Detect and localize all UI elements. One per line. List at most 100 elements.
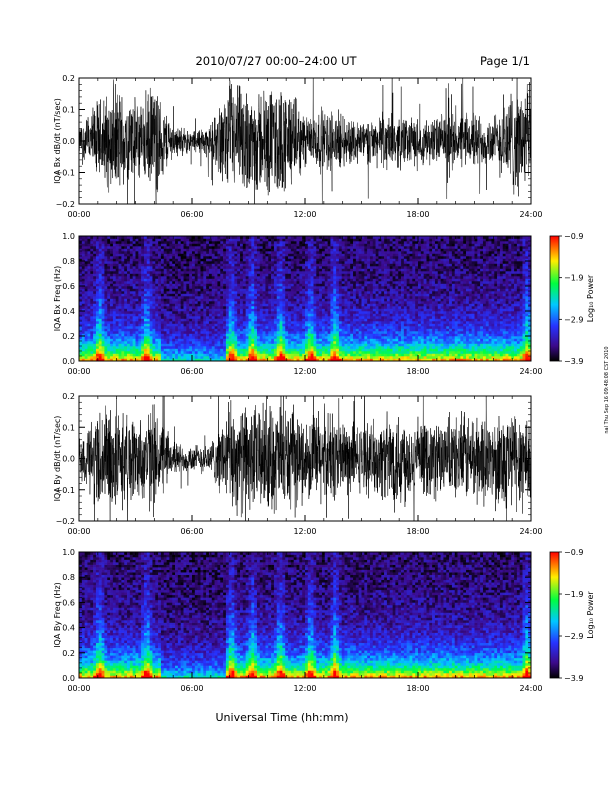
heatmap-cell — [113, 349, 116, 352]
heatmap-cell — [285, 249, 288, 252]
heatmap-cell — [189, 311, 192, 314]
heatmap-cell — [260, 269, 263, 272]
heatmap-cell — [189, 309, 192, 312]
heatmap-cell — [234, 339, 237, 342]
heatmap-cell — [124, 324, 127, 327]
heatmap-cell — [330, 351, 333, 354]
heatmap-cell — [186, 341, 189, 344]
heatmap-cell — [313, 271, 316, 274]
heatmap-cell — [291, 274, 294, 277]
heatmap-cell — [209, 251, 212, 254]
heatmap-cell — [311, 324, 314, 327]
heatmap-cell — [161, 326, 164, 329]
heatmap-cell — [260, 289, 263, 292]
heatmap-cell — [107, 239, 110, 242]
heatmap-cell — [184, 334, 187, 337]
heatmap-cell — [268, 239, 271, 242]
heatmap-cell — [339, 261, 342, 264]
heatmap-cell — [243, 239, 246, 242]
heatmap-cell — [200, 356, 203, 359]
heatmap-cell — [277, 286, 280, 289]
heatmap-cell — [260, 311, 263, 314]
heatmap-cell — [87, 251, 90, 254]
heatmap-cell — [175, 351, 178, 354]
heatmap-cell — [104, 339, 107, 342]
heatmap-cell — [288, 311, 291, 314]
heatmap-cell — [263, 341, 266, 344]
heatmap-cell — [206, 294, 209, 297]
heatmap-cell — [257, 331, 260, 334]
heatmap-cell — [206, 311, 209, 314]
heatmap-cell — [217, 351, 220, 354]
heatmap-cell — [347, 316, 350, 319]
heatmap-cell — [265, 271, 268, 274]
heatmap-cell — [251, 304, 254, 307]
heatmap-cell — [195, 254, 198, 257]
heatmap-cell — [313, 346, 316, 349]
heatmap-cell — [226, 304, 229, 307]
heatmap-cell — [203, 256, 206, 259]
heatmap-cell — [294, 259, 297, 262]
heatmap-cell — [217, 301, 220, 304]
heatmap-cell — [212, 306, 215, 309]
page-title: 2010/07/27 00:00–24:00 UT — [195, 54, 357, 68]
heatmap-cell — [119, 336, 122, 339]
heatmap-cell — [274, 354, 277, 357]
heatmap-cell — [198, 339, 201, 342]
heatmap-cell — [246, 296, 249, 299]
heatmap-cell — [243, 349, 246, 352]
heatmap-cell — [302, 279, 305, 282]
heatmap-cell — [203, 344, 206, 347]
heatmap-cell — [345, 294, 348, 297]
heatmap-cell — [178, 256, 181, 259]
heatmap-cell — [342, 261, 345, 264]
heatmap-cell — [305, 254, 308, 257]
heatmap-cell — [169, 334, 172, 337]
heatmap-cell — [305, 314, 308, 317]
heatmap-cell — [119, 294, 122, 297]
heatmap-cell — [206, 349, 209, 352]
heatmap-cell — [280, 349, 283, 352]
heatmap-cell — [350, 346, 353, 349]
heatmap-cell — [161, 244, 164, 247]
heatmap-cell — [313, 256, 316, 259]
heatmap-cell — [150, 316, 153, 319]
heatmap-cell — [175, 276, 178, 279]
heatmap-cell — [124, 339, 127, 342]
heatmap-cell — [313, 244, 316, 247]
heatmap-cell — [87, 299, 90, 302]
heatmap-cell — [138, 256, 141, 259]
heatmap-cell — [155, 289, 158, 292]
heatmap-cell — [226, 344, 229, 347]
heatmap-cell — [172, 341, 175, 344]
heatmap-cell — [347, 264, 350, 267]
heatmap-cell — [328, 334, 331, 337]
heatmap-cell — [268, 249, 271, 252]
heatmap-cell — [124, 259, 127, 262]
heatmap-cell — [302, 326, 305, 329]
heatmap-cell — [240, 344, 243, 347]
heatmap-cell — [246, 241, 249, 244]
heatmap-cell — [121, 256, 124, 259]
heatmap-cell — [271, 276, 274, 279]
heatmap-cell — [102, 276, 105, 279]
heatmap-cell — [200, 241, 203, 244]
heatmap-cell — [161, 256, 164, 259]
heatmap-cell — [237, 249, 240, 252]
heatmap-cell — [240, 269, 243, 272]
heatmap-cell — [113, 311, 116, 314]
heatmap-cell — [316, 276, 319, 279]
heatmap-cell — [215, 316, 218, 319]
heatmap-cell — [263, 319, 266, 322]
heatmap-cell — [172, 306, 175, 309]
heatmap-cell — [325, 289, 328, 292]
heatmap-cell — [161, 356, 164, 359]
heatmap-cell — [138, 314, 141, 317]
heatmap-cell — [297, 286, 300, 289]
heatmap-cell — [217, 241, 220, 244]
heatmap-cell — [229, 256, 232, 259]
heatmap-cell — [90, 349, 93, 352]
heatmap-cell — [249, 339, 252, 342]
heatmap-cell — [347, 331, 350, 334]
heatmap-cell — [232, 266, 235, 269]
